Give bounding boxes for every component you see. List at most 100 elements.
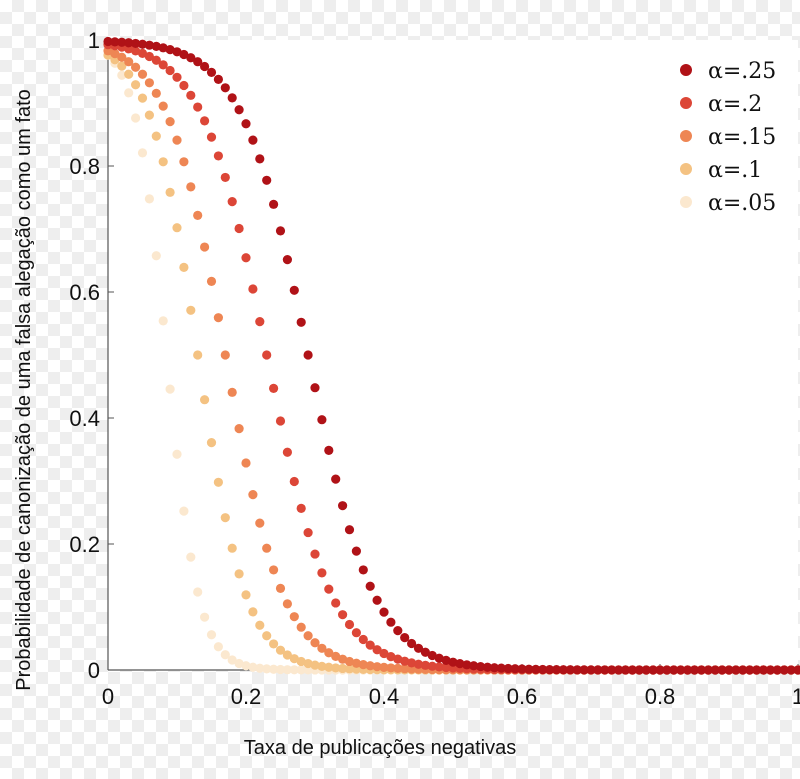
data-point — [565, 665, 575, 675]
data-point — [255, 317, 265, 327]
data-point — [255, 663, 265, 673]
data-point — [772, 665, 782, 675]
data-point — [131, 113, 141, 123]
data-point — [317, 661, 327, 671]
data-point — [172, 72, 182, 82]
data-point — [289, 476, 299, 487]
data-point — [310, 549, 320, 559]
data-point — [151, 251, 161, 261]
legend-marker — [680, 97, 692, 109]
data-point — [731, 665, 741, 675]
data-point — [206, 67, 217, 77]
data-point — [186, 53, 196, 63]
data-point — [234, 658, 244, 669]
data-point — [655, 665, 665, 675]
data-point — [110, 37, 120, 47]
data-point — [344, 525, 355, 535]
data-point — [517, 664, 527, 674]
data-point — [124, 57, 134, 67]
data-point — [303, 658, 313, 669]
data-point — [551, 665, 562, 675]
data-point — [200, 395, 210, 405]
data-point — [172, 135, 182, 145]
data-point — [765, 665, 776, 675]
data-point — [186, 552, 196, 562]
data-point — [738, 665, 748, 675]
data-point — [303, 350, 313, 360]
data-point — [317, 568, 327, 578]
data-point — [358, 660, 368, 670]
data-point — [103, 36, 113, 47]
data-point — [158, 43, 168, 53]
legend-marker — [680, 64, 692, 76]
data-point — [393, 663, 403, 673]
data-point — [200, 242, 210, 252]
data-point — [275, 664, 286, 675]
data-point — [427, 661, 437, 671]
data-point — [324, 648, 334, 658]
data-point — [144, 78, 154, 88]
data-point — [158, 157, 168, 167]
data-point — [165, 65, 175, 76]
data-point — [351, 628, 361, 638]
data-point — [248, 490, 258, 500]
data-point — [137, 69, 148, 79]
data-point — [158, 101, 168, 111]
data-point — [117, 70, 127, 80]
data-point — [538, 664, 548, 675]
data-point — [255, 154, 265, 164]
data-point — [545, 664, 555, 675]
data-point — [186, 182, 196, 192]
data-point — [476, 661, 486, 672]
data-point — [234, 223, 244, 234]
data-point — [482, 662, 493, 672]
legend-marker — [680, 130, 692, 142]
series-layer — [103, 36, 800, 675]
data-point — [262, 175, 272, 185]
data-point — [137, 148, 148, 158]
data-point — [200, 612, 210, 622]
legend-label: α=.2 — [708, 92, 762, 117]
data-point — [213, 642, 223, 652]
data-point — [179, 157, 189, 167]
data-point — [703, 665, 713, 675]
data-point — [179, 80, 189, 91]
data-point — [710, 665, 720, 675]
data-point — [717, 665, 727, 675]
data-point — [338, 610, 348, 620]
data-point — [296, 665, 306, 675]
data-point — [227, 655, 237, 665]
data-point — [627, 665, 638, 675]
data-point — [572, 665, 582, 675]
legend-label: α=.1 — [708, 158, 762, 183]
data-point — [213, 151, 223, 161]
data-point — [331, 474, 341, 484]
data-point — [351, 658, 361, 668]
data-point — [407, 658, 417, 668]
data-point — [531, 664, 541, 674]
legend-label: α=.25 — [708, 59, 776, 84]
data-point — [275, 416, 286, 426]
x-tick-label: 0.8 — [645, 684, 676, 709]
data-point — [131, 62, 141, 72]
data-point — [262, 543, 272, 553]
data-point — [124, 69, 134, 79]
data-point — [400, 633, 410, 643]
data-point — [386, 617, 396, 627]
data-point — [262, 350, 272, 360]
y-tick-label: 0.4 — [69, 406, 100, 431]
data-point — [282, 255, 292, 265]
data-point — [282, 665, 292, 675]
data-point — [344, 619, 355, 630]
x-tick-label: 0.6 — [507, 684, 538, 709]
data-point — [165, 117, 175, 127]
legend: α=.25 α=.2 α=.15 α=.1 α=.05 — [680, 59, 776, 216]
data-point — [227, 93, 237, 103]
data-point — [758, 665, 769, 675]
data-point — [241, 119, 251, 129]
data-point — [179, 49, 189, 60]
data-point — [220, 650, 230, 660]
data-point — [324, 584, 334, 594]
data-point — [669, 665, 679, 675]
